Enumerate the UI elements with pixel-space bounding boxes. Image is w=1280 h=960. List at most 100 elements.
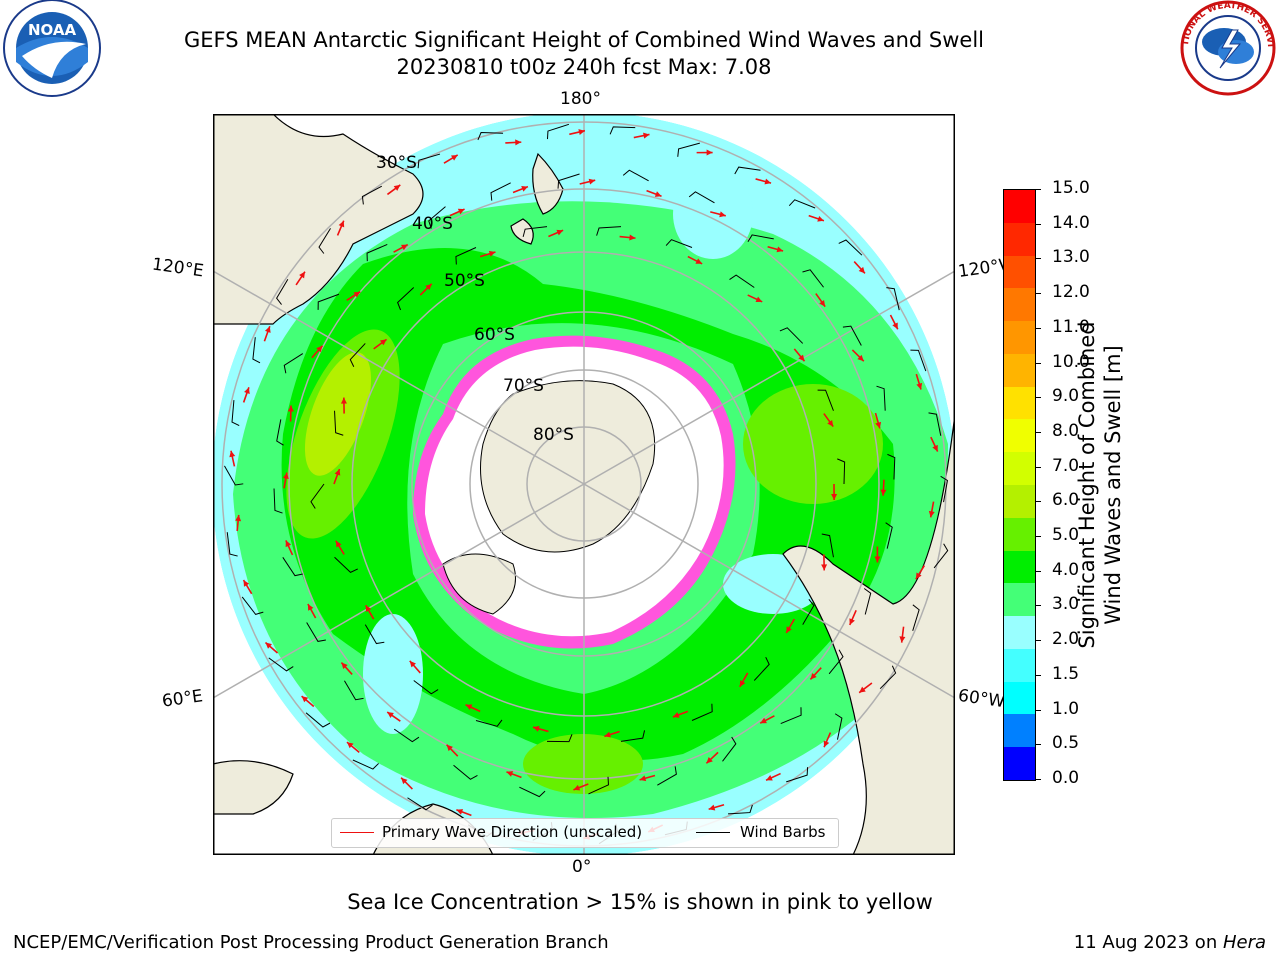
wind-barb [887,453,896,480]
wind-barb [361,185,383,205]
wave-arrow-head [316,345,323,353]
colorbar-tick-label: 11.0 [1052,316,1090,337]
wave-arrow-head [764,178,772,185]
lon-label-180: 180° [560,89,601,109]
wind-barb [455,247,477,265]
wave-arrow-head [235,514,242,522]
colorbar-tick-label: 3.0 [1052,594,1080,615]
date-stamp: 11 Aug 2023 on Hera [1074,932,1266,953]
wave-arrow-head [916,382,923,390]
colorbar-band [1004,648,1035,683]
wave-arrow-head [387,712,394,718]
wave-arrow-head [672,712,680,718]
colorbar-band [1004,747,1035,781]
wind-barb [620,730,646,742]
wind-barb [886,287,900,311]
wind-barb [734,166,761,175]
lat-label-70s: 70°S [503,376,544,396]
wave-arrow-head [857,354,864,362]
wave-arrow-head [831,493,838,500]
wind-barb [276,419,284,446]
legend-barb-label: Wind Barbs [740,823,826,841]
wind-barb [519,786,546,798]
wave-arrow-head [334,468,341,476]
wind-barb [428,206,446,229]
colorbar-band [1004,353,1035,388]
wave-arrow-head [573,784,581,791]
colorbar-tick-mark [1035,431,1041,433]
nws-logo: NATIONAL WEATHER SERVICE [1176,0,1276,96]
colorbar-tick-label: 6.0 [1052,490,1080,511]
wave-arrow-head [819,299,826,307]
colorbar [1003,189,1036,781]
wind-barb [779,327,804,344]
wave-arrow-head [521,186,528,192]
colorbar-tick-label: 4.0 [1052,559,1080,580]
wind-barb [780,707,802,725]
colorbar-band [1004,386,1035,420]
colorbar-tick-label: 15.0 [1052,178,1090,198]
wave-arrow-head [353,291,361,298]
wind-barb [317,293,340,310]
wind-barb [828,649,844,675]
wave-arrow-head [457,208,465,215]
wind-barb [788,199,816,209]
wind-barb [306,622,326,642]
wave-arrow-head [739,680,746,687]
colorbar-tick-label: 0.0 [1052,768,1080,788]
wave-arrow-head [695,258,703,264]
map-subtitle: 20230810 t00z 240h fcst Max: 7.08 [396,55,772,79]
wind-barb [224,465,244,486]
wind-barb [912,604,920,631]
wave-arrow-head [858,266,865,274]
wind-barb [557,173,580,189]
wind-barb [933,543,949,569]
colorbar-tick-mark [1035,709,1041,711]
wind-barb [273,488,283,514]
colorbar-tick-label: 1.0 [1052,698,1080,719]
wind-barb [876,385,886,411]
wind-barb [393,728,420,743]
wind-barb [657,766,677,786]
wave-arrow-head [341,662,348,670]
wave-arrow-head [827,419,834,427]
wave-arrow-head [282,472,289,480]
wind-barb [453,764,478,780]
wind-barb [417,153,441,169]
colorbar-band [1004,550,1035,584]
wave-arrow-head [532,725,540,732]
wave-arrow-head [401,777,408,785]
wind-barb [665,239,693,248]
wind-barb [677,142,700,157]
colorbar-tick-mark [1035,570,1041,572]
wind-barb [747,234,774,243]
wind-barb [588,776,609,795]
wave-arrow-head [755,296,763,303]
wave-arrow-head [859,686,866,693]
colorbar-tick-mark [1035,327,1041,329]
wind-barb [413,680,439,695]
colorbar-tick-label: 5.0 [1052,525,1080,546]
wind-barb [879,665,897,690]
wind-barb [753,656,770,681]
wave-arrow-head [244,387,250,394]
wave-arrow-head [401,244,408,251]
colorbar-band [1004,288,1035,322]
wind-barb [334,410,344,436]
wind-barb [622,169,649,182]
colorbar-tick-label: 12.0 [1052,282,1090,303]
landmasses [213,114,955,855]
wind-barb [252,337,261,364]
lon-label-60e: 60°E [160,686,205,712]
colorbar-tick-label: 9.0 [1052,386,1080,407]
wind-barb [522,226,548,238]
colorbar-tick-label: 2.0 [1052,629,1080,650]
wave-arrow-head [639,775,647,782]
colorbar-band [1004,485,1035,519]
wave-arrow-head [264,326,271,333]
wind-barb [688,191,715,204]
map-title: GEFS MEAN Antarctic Significant Height o… [183,28,985,52]
wave-arrow-head [810,673,817,680]
colorbar-tick-mark [1035,501,1041,503]
colorbar-tick-mark [1035,362,1041,364]
